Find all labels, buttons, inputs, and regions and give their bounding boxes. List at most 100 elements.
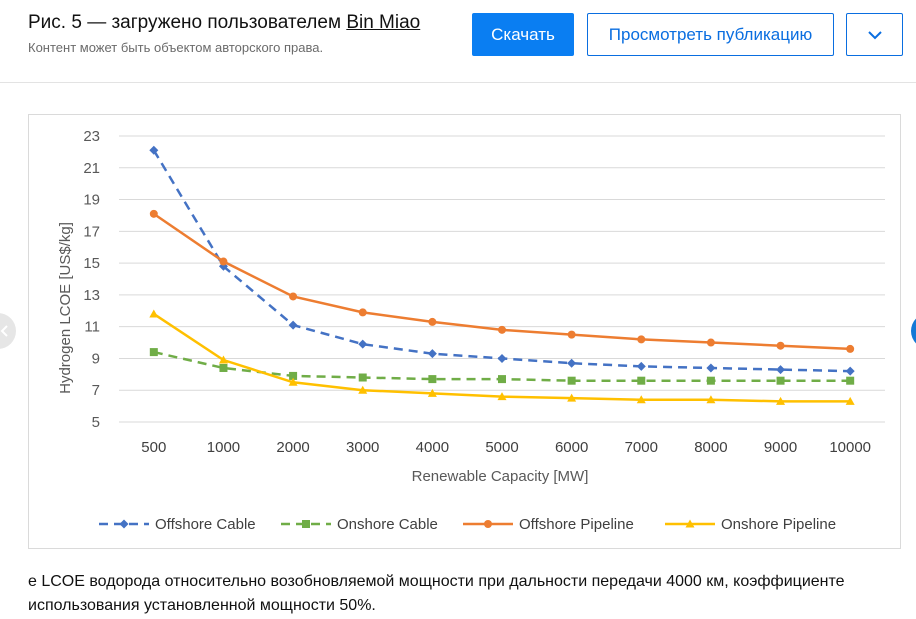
x-tick-label: 4000 — [416, 439, 449, 456]
next-figure-button[interactable] — [911, 313, 916, 349]
data-point-triangle — [497, 392, 507, 401]
data-point-triangle — [358, 385, 368, 394]
previous-figure-button[interactable] — [0, 313, 16, 349]
chevron-down-icon — [867, 30, 882, 39]
data-point-diamond — [706, 363, 716, 373]
data-point-square — [637, 376, 646, 385]
data-point-circle — [484, 520, 492, 528]
x-axis-label: Renewable Capacity [MW] — [412, 468, 589, 485]
data-point-square — [428, 375, 437, 384]
data-point-diamond — [149, 145, 159, 155]
series-line — [152, 149, 851, 373]
data-point-diamond — [119, 519, 129, 529]
data-point-triangle — [776, 396, 786, 405]
series-onshore-pipeline — [149, 309, 855, 405]
author-link[interactable]: Bin Miao — [346, 12, 421, 33]
data-point-diamond — [358, 339, 368, 349]
data-point-circle — [289, 292, 298, 301]
data-point-triangle — [567, 393, 577, 402]
y-tick-label: 21 — [83, 160, 100, 177]
legend-label: Offshore Cable — [155, 516, 256, 533]
legend-label: Onshore Cable — [337, 516, 438, 533]
data-point-diamond — [288, 320, 298, 330]
x-tick-label: 2000 — [276, 439, 309, 456]
data-point-circle — [219, 257, 228, 266]
data-point-triangle — [706, 395, 716, 404]
data-point-triangle — [427, 388, 437, 397]
series-onshore-cable — [149, 348, 855, 385]
y-tick-label: 13 — [83, 287, 100, 304]
data-point-triangle — [149, 309, 159, 318]
y-tick-label: 9 — [92, 350, 100, 367]
y-tick-label: 15 — [83, 255, 100, 272]
data-point-triangle — [636, 395, 646, 404]
data-point-diamond — [497, 353, 507, 363]
chart-series — [149, 145, 855, 405]
chart-legend: Offshore Cable Onshore Cable Offshore Pipe… — [99, 516, 836, 533]
data-point-square — [567, 376, 576, 385]
data-point-circle — [567, 330, 576, 339]
x-tick-label: 5000 — [485, 439, 518, 456]
legend-label: Onshore Pipeline — [721, 516, 836, 533]
data-point-square — [302, 520, 310, 528]
view-publication-button[interactable]: Просмотреть публикацию — [587, 13, 834, 56]
y-axis-ticks: 5 7 9 11 13 15 17 19 21 23 — [83, 128, 100, 431]
figure-title-prefix: Рис. 5 — загружено пользователем — [28, 12, 342, 33]
y-tick-label: 19 — [83, 192, 100, 209]
data-point-square — [498, 375, 506, 384]
data-point-circle — [149, 209, 158, 218]
y-tick-label: 11 — [84, 319, 100, 336]
data-point-square — [846, 376, 855, 385]
figure-header: Рис. 5 — загружено пользователем Bin Mia… — [0, 0, 916, 83]
chart-gridlines — [119, 135, 885, 423]
series-offshore-pipeline — [149, 209, 855, 353]
data-point-triangle — [685, 519, 695, 528]
data-point-circle — [706, 338, 715, 347]
y-tick-label: 23 — [83, 128, 100, 145]
x-tick-label: 8000 — [694, 439, 727, 456]
x-tick-label: 7000 — [625, 439, 658, 456]
x-tick-label: 6000 — [555, 439, 588, 456]
legend-label: Offshore Pipeline — [519, 516, 634, 533]
data-point-square — [219, 363, 228, 372]
x-tick-label: 9000 — [764, 439, 797, 456]
y-axis-label: Hydrogen LCOE [US$/kg] — [57, 222, 74, 394]
x-axis-ticks: 500 1000 2000 3000 4000 5000 6000 7000 8000 9000 1… — [141, 439, 871, 456]
data-point-circle — [428, 317, 437, 326]
y-tick-label: 7 — [92, 382, 100, 399]
data-point-diamond — [636, 361, 646, 371]
data-point-circle — [846, 344, 855, 353]
data-point-diamond — [427, 349, 437, 359]
figure-title: Рис. 5 — загружено пользователем Bin Mia… — [28, 12, 420, 34]
data-point-square — [149, 348, 158, 357]
data-point-circle — [358, 308, 367, 317]
data-point-square — [706, 376, 715, 385]
x-tick-label: 500 — [141, 439, 166, 456]
data-point-triangle — [288, 377, 298, 386]
data-point-circle — [498, 325, 506, 334]
x-tick-label: 3000 — [346, 439, 379, 456]
figure-caption: е LCOE водорода относительно возобновляе… — [28, 573, 845, 614]
data-point-diamond — [218, 261, 228, 271]
series-offshore-cable — [149, 145, 855, 376]
data-point-triangle — [845, 396, 855, 405]
data-point-diamond — [845, 366, 855, 376]
figure-image: 5 7 9 11 13 15 17 19 21 23 500 1000 2000 3000 4000 500… — [28, 114, 901, 549]
data-point-square — [358, 373, 367, 382]
data-point-square — [776, 376, 785, 385]
more-options-button[interactable] — [846, 13, 903, 56]
data-point-diamond — [567, 358, 577, 368]
data-point-triangle — [218, 355, 228, 364]
x-tick-label: 1000 — [207, 439, 240, 456]
y-tick-label: 17 — [83, 223, 100, 240]
data-point-circle — [637, 335, 646, 344]
y-tick-label: 5 — [92, 414, 100, 431]
chevron-left-icon — [0, 325, 8, 337]
download-button[interactable]: Скачать — [472, 13, 574, 56]
copyright-notice: Контент может быть объектом авторского п… — [28, 40, 324, 55]
data-point-circle — [776, 341, 785, 350]
x-tick-label: 10000 — [829, 439, 871, 456]
data-point-diamond — [776, 365, 786, 375]
data-point-square — [289, 371, 298, 380]
